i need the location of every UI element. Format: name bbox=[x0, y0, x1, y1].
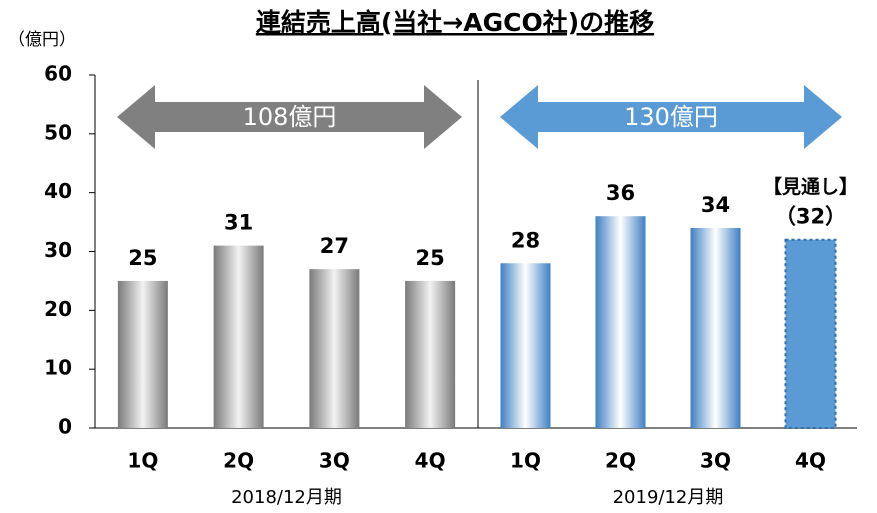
bar bbox=[595, 216, 646, 428]
group-label: 2019/12月期 bbox=[613, 487, 724, 508]
y-tick-label: 20 bbox=[44, 297, 72, 321]
x-tick-label: 1Q bbox=[127, 449, 158, 473]
x-tick-label: 3Q bbox=[700, 449, 731, 473]
bar bbox=[405, 280, 456, 428]
y-tick-label: 10 bbox=[44, 356, 72, 380]
y-unit: （億円） bbox=[8, 30, 76, 50]
y-tick-label: 30 bbox=[44, 238, 72, 262]
bar bbox=[213, 245, 264, 428]
value-label: 31 bbox=[224, 211, 253, 235]
bar bbox=[117, 280, 168, 428]
value-label: 28 bbox=[511, 228, 540, 252]
x-tick-label: 4Q bbox=[415, 449, 446, 473]
x-tick-label: 2Q bbox=[605, 449, 636, 473]
x-tick-label: 1Q bbox=[510, 449, 541, 473]
bar-forecast bbox=[784, 238, 837, 429]
bar bbox=[309, 269, 360, 428]
bar bbox=[690, 227, 741, 428]
arrow bbox=[500, 85, 842, 149]
arrow-label: 130億円 bbox=[624, 103, 718, 131]
y-tick-label: 0 bbox=[58, 415, 72, 439]
value-label: 34 bbox=[701, 193, 730, 217]
y-tick-label: 40 bbox=[44, 179, 72, 203]
arrow-label: 108億円 bbox=[243, 103, 337, 131]
value-label: 25 bbox=[416, 246, 445, 270]
chart-title: 連結売上高(当社→AGCO社)の推移 bbox=[256, 8, 654, 37]
value-label: 27 bbox=[320, 234, 349, 258]
y-tick-label: 50 bbox=[44, 120, 72, 144]
x-tick-label: 3Q bbox=[319, 449, 350, 473]
x-tick-label: 2Q bbox=[223, 449, 254, 473]
forecast-annotation: 【見通し】 bbox=[763, 175, 858, 198]
x-tick-label: 4Q bbox=[795, 449, 826, 473]
value-label: 36 bbox=[606, 181, 635, 205]
bar bbox=[500, 263, 551, 428]
group-label: 2018/12月期 bbox=[231, 487, 342, 508]
value-label: 25 bbox=[128, 246, 157, 270]
y-tick-label: 60 bbox=[44, 62, 72, 86]
value-label: （32） bbox=[775, 205, 846, 229]
arrow bbox=[117, 85, 462, 149]
